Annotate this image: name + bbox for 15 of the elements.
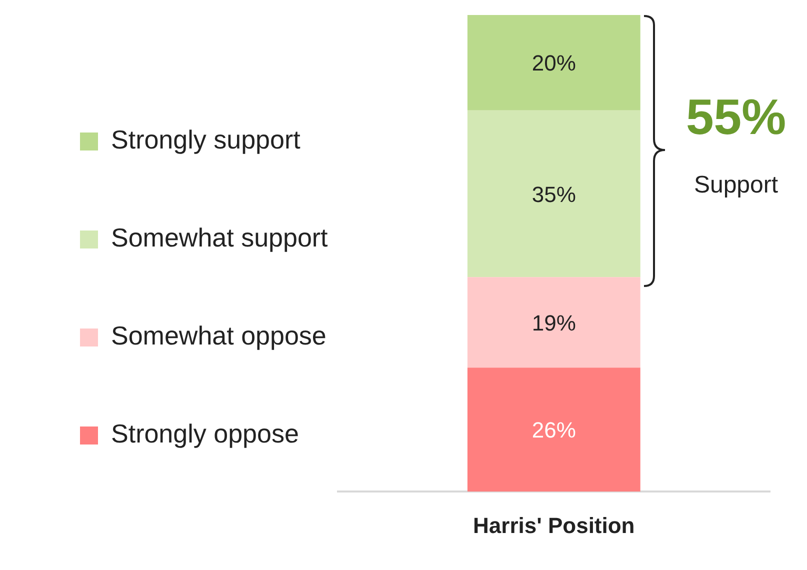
bar (467, 15, 640, 110)
data-label: 20% (532, 50, 576, 76)
legend-label: Somewhat oppose (111, 320, 326, 351)
x-tick-label: Harris' Position (473, 512, 635, 538)
bar (467, 277, 640, 368)
bar (467, 110, 640, 278)
legend-label: Strongly oppose (111, 418, 299, 449)
data-label: 19% (532, 310, 576, 336)
legend-label: Somewhat support (111, 222, 329, 253)
text: 55% (686, 88, 786, 145)
legend-label: Strongly support (111, 124, 302, 155)
data-label: 35% (532, 182, 576, 207)
bar (467, 368, 640, 492)
text: Support (694, 172, 778, 199)
data-label: 26% (532, 418, 576, 443)
